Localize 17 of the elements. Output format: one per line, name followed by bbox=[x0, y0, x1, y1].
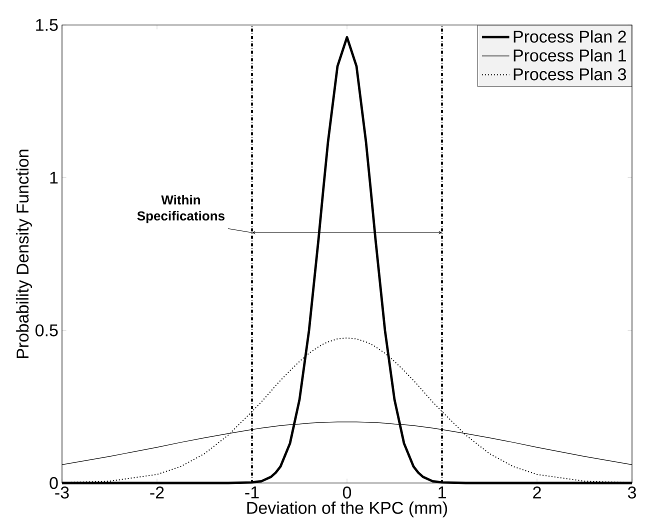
y-tick-label: 0 bbox=[50, 476, 58, 490]
legend-label: Process Plan 1 bbox=[514, 49, 626, 62]
y-tick-label: 1 bbox=[50, 172, 58, 184]
x-tick-label: 2 bbox=[533, 486, 541, 498]
x-tick-label: 1 bbox=[438, 486, 446, 498]
x-axis-title: Deviation of the KPC (mm) bbox=[247, 501, 448, 518]
x-tick-label: -2 bbox=[150, 486, 164, 498]
legend-label: Process Plan 2 bbox=[514, 30, 626, 43]
x-tick-label: 0 bbox=[342, 486, 352, 499]
x-tick-label: -3 bbox=[55, 486, 69, 499]
x-tick-label: 3 bbox=[628, 486, 636, 499]
legend-label: Process Plan 3 bbox=[514, 68, 626, 80]
y-tick-label: 1.5 bbox=[36, 19, 58, 31]
annotation: Within Specifications bbox=[137, 194, 225, 224]
x-tick-label: -1 bbox=[245, 486, 259, 498]
y-axis-title: Probability Density Function bbox=[16, 150, 32, 358]
y-tick-label: 0.5 bbox=[35, 324, 58, 336]
